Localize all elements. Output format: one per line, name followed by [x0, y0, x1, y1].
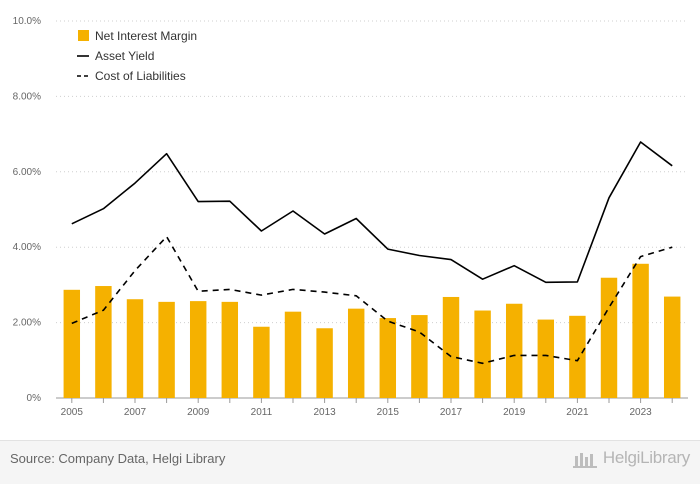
bar-series-net-interest-margin: [63, 263, 681, 398]
library-icon: [572, 453, 597, 468]
bar-2011: [253, 326, 270, 398]
bar-2009: [189, 301, 207, 398]
brand-name: HelgiLibrary: [602, 448, 690, 467]
bar-2010: [221, 301, 239, 398]
bar-2022: [600, 277, 618, 398]
source-note: Source: Company Data, Helgi Library: [10, 451, 226, 466]
y-tick-label: 6.00%: [13, 167, 41, 178]
bar-2019: [505, 303, 523, 398]
y-tick-label: 8.00%: [13, 91, 41, 102]
bar-2013: [316, 328, 333, 398]
x-tick-label: 2005: [61, 407, 84, 418]
x-axis-ticks: 2005 2007 2009 2011 2013 2015 2017 2019 2021 2023: [61, 398, 673, 418]
bar-2006: [95, 286, 112, 398]
chart: 0% 2.00% 4.00% 6.00% 8.00% 10.0% 2005 2007 2009…: [13, 16, 688, 418]
line-cost-of-liabilities: [71, 235, 673, 365]
x-tick-label: 2009: [187, 407, 210, 418]
y-axis-ticks: 0% 2.00% 4.00% 6.00% 8.00% 10.0%: [13, 16, 41, 404]
legend-swatch-bar: [78, 30, 89, 41]
y-tick-label: 4.00%: [13, 242, 41, 253]
y-tick-label: 2.00%: [13, 318, 41, 329]
legend: Net Interest Margin Asset Yield Cost of Li…: [77, 29, 197, 83]
bar-2012: [284, 311, 302, 398]
x-tick-label: 2007: [124, 407, 147, 418]
legend-label: Cost of Liabilities: [95, 69, 186, 83]
bar-2018: [474, 310, 491, 398]
y-tick-label: 0%: [27, 393, 42, 404]
x-tick-label: 2011: [251, 407, 273, 418]
bar-2007: [126, 299, 144, 398]
legend-label: Net Interest Margin: [95, 29, 197, 43]
y-tick-label: 10.0%: [13, 16, 41, 27]
brand-logo: HelgiLibrary: [572, 448, 690, 468]
line-series: [71, 141, 673, 365]
bar-2016: [411, 315, 428, 398]
bar-2008: [158, 301, 175, 398]
bar-2021: [569, 315, 586, 398]
bar-2020: [537, 319, 555, 398]
bar-2024: [663, 296, 681, 398]
bar-2023: [632, 263, 649, 398]
bar-2017: [442, 296, 460, 398]
line-asset-yield: [71, 141, 673, 284]
x-tick-label: 2013: [313, 407, 336, 418]
x-tick-label: 2017: [440, 407, 463, 418]
x-tick-label: 2023: [629, 407, 652, 418]
bar-2014: [347, 308, 365, 398]
x-tick-label: 2015: [377, 407, 400, 418]
legend-label: Asset Yield: [95, 49, 154, 63]
footer: Source: Company Data, Helgi Library Helg…: [0, 440, 700, 484]
bar-2005: [63, 289, 81, 398]
bar-2015: [379, 318, 397, 398]
x-tick-label: 2021: [566, 407, 589, 418]
x-tick-label: 2019: [503, 407, 526, 418]
